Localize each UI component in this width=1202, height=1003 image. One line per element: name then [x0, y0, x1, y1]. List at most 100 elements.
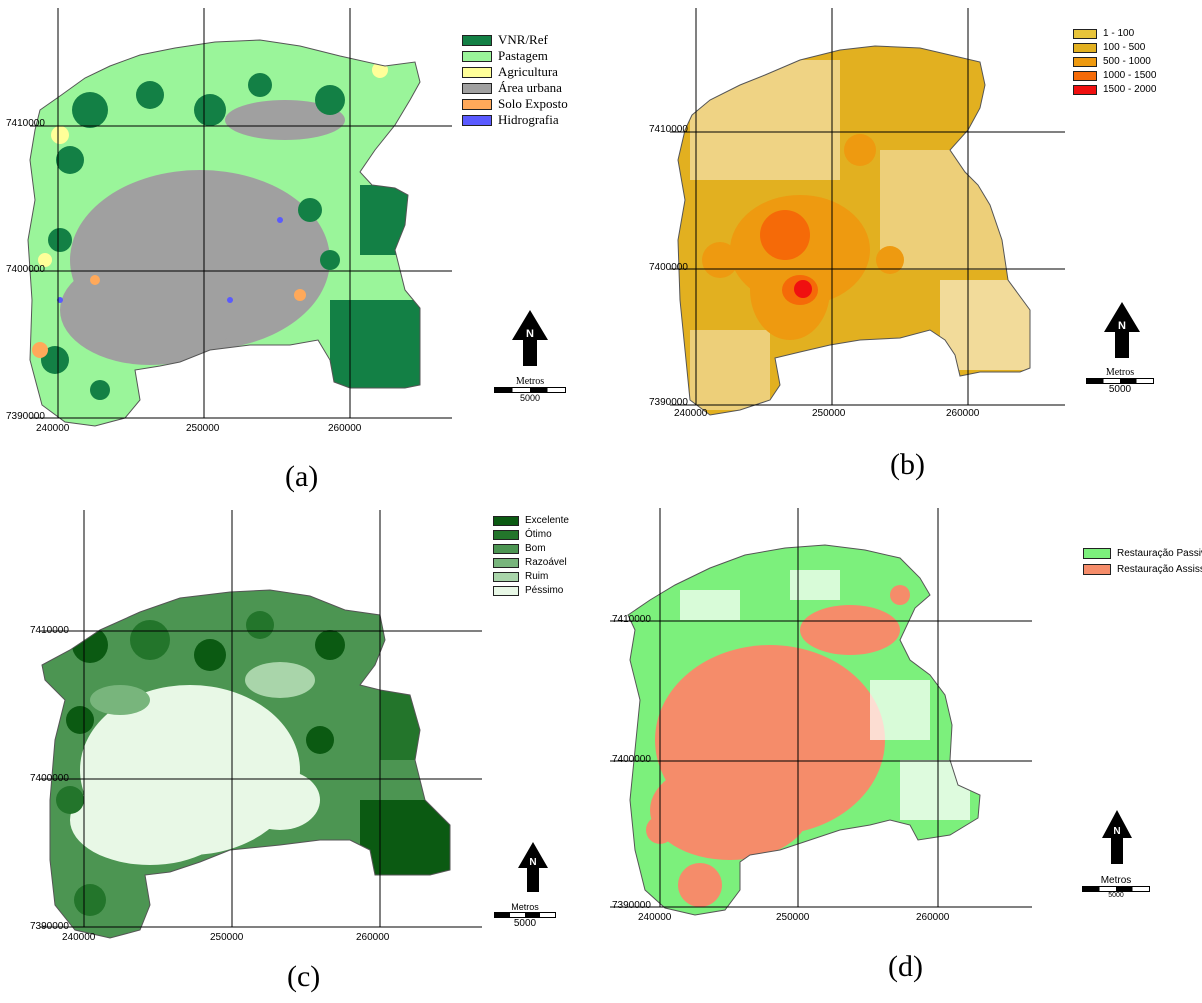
- legend-label: Ótimo: [525, 529, 552, 540]
- legend-item: Bom: [493, 543, 546, 554]
- legend-swatch: [462, 34, 492, 46]
- y-tick-label: 7390000: [649, 397, 688, 408]
- y-tick-label: 7400000: [612, 754, 651, 765]
- scale-value: 5000: [1108, 892, 1124, 899]
- north-arrow-icon: N: [1104, 302, 1140, 358]
- x-tick-label: 240000: [62, 932, 96, 943]
- legend-swatch: [493, 585, 519, 596]
- legend-swatch: [1073, 42, 1097, 53]
- y-tick-label: 7410000: [6, 118, 45, 129]
- legend-swatch: [462, 50, 492, 62]
- legend-swatch: [1083, 548, 1111, 559]
- legend-swatch: [462, 114, 492, 126]
- y-tick-label: 7390000: [30, 921, 69, 932]
- north-label: N: [526, 328, 534, 340]
- north-label: N: [1118, 320, 1126, 332]
- legend-item: Restauração Passiva: [1083, 548, 1202, 559]
- scale-bar-graphic: [1082, 886, 1150, 892]
- legend-item: Péssimo: [493, 585, 563, 596]
- scale-bar-graphic: [494, 912, 556, 918]
- legend-item: Razoável: [493, 557, 567, 568]
- legend-item: Solo Exposto: [462, 96, 568, 112]
- legend-swatch: [462, 98, 492, 110]
- legend-swatch: [493, 543, 519, 554]
- panel-caption: (c): [287, 960, 321, 993]
- panel-caption: (b): [890, 448, 925, 481]
- legend-swatch: [493, 529, 519, 540]
- y-tick-label: 7410000: [649, 124, 688, 135]
- scale-value: 5000: [1108, 384, 1132, 395]
- legend-swatch: [1073, 56, 1097, 67]
- legend-item: 100 - 500: [1073, 42, 1145, 53]
- legend-swatch: [1073, 70, 1097, 81]
- north-arrow-icon: N: [1102, 810, 1132, 864]
- north-arrow-icon: N: [518, 842, 548, 892]
- scale-title: Metros: [1105, 367, 1135, 378]
- panel-caption: (a): [285, 460, 319, 493]
- scale-value: 5000: [519, 393, 541, 403]
- legend-swatch: [1073, 84, 1097, 95]
- suitability-map: [40, 510, 482, 939]
- north-label: N: [529, 857, 536, 868]
- legend-swatch: [493, 515, 519, 526]
- x-tick-label: 240000: [674, 408, 708, 419]
- y-tick-label: 7390000: [612, 900, 651, 911]
- legend-label: Restauração Passiva: [1117, 548, 1202, 559]
- x-tick-label: 260000: [916, 912, 950, 923]
- legend-item: 1000 - 1500: [1073, 70, 1156, 81]
- scale-bar: Metros 5000: [1086, 367, 1154, 395]
- y-tick-label: 7390000: [6, 411, 45, 422]
- x-tick-label: 250000: [776, 912, 810, 923]
- legend-item: VNR/Ref: [462, 32, 548, 48]
- scale-bar: Metros 5000: [494, 376, 566, 403]
- legend-label: Bom: [525, 543, 546, 554]
- panel-caption: (d): [888, 950, 923, 983]
- legend-label: Pastagem: [498, 48, 548, 63]
- legend-item: Hidrografia: [462, 112, 559, 128]
- restoration-map: [610, 508, 1032, 916]
- legend-label: 1000 - 1500: [1103, 70, 1157, 81]
- scale-bar: Metros 5000: [1082, 875, 1150, 899]
- legend-label: Área urbana: [498, 80, 562, 95]
- legend-item: 1 - 100: [1073, 28, 1134, 39]
- panel-c: 7410000 7400000 7390000 240000 250000 26…: [0, 500, 600, 1003]
- y-tick-label: 7410000: [612, 614, 651, 625]
- legend-label: 1 - 100: [1103, 28, 1135, 39]
- legend-item: Restauração Assisstida: [1083, 564, 1202, 575]
- y-tick-label: 7410000: [30, 625, 69, 636]
- legend-item: Ruim: [493, 571, 548, 582]
- scale-title: Metros: [1100, 875, 1132, 886]
- x-tick-label: 250000: [812, 408, 846, 419]
- legend-label: Solo Exposto: [498, 96, 568, 111]
- legend-label: VNR/Ref: [498, 32, 548, 47]
- scale-title: Metros: [511, 902, 539, 912]
- legend-swatch: [493, 557, 519, 568]
- scale-title: Metros: [515, 376, 545, 387]
- legend-label: Péssimo: [525, 585, 564, 596]
- y-tick-label: 7400000: [30, 773, 69, 784]
- legend-item: Área urbana: [462, 80, 562, 96]
- x-tick-label: 240000: [638, 912, 672, 923]
- legend-label: 1500 - 2000: [1103, 84, 1157, 95]
- north-arrow-icon: N: [512, 310, 548, 366]
- legend-label: Hidrografia: [498, 112, 559, 127]
- legend-label: Excelente: [525, 515, 569, 526]
- legend-item: Pastagem: [462, 48, 548, 64]
- panel-b: 7410000 7400000 7390000 240000 250000 26…: [600, 0, 1202, 500]
- legend-label: Restauração Assisstida: [1117, 564, 1202, 575]
- legend-item: 1500 - 2000: [1073, 84, 1156, 95]
- legend-label: Agricultura: [498, 64, 558, 79]
- legend-item: Ótimo: [493, 529, 552, 540]
- panel-d: 7410000 7400000 7390000 240000 250000 26…: [600, 500, 1202, 1003]
- legend-label: Razoável: [525, 557, 567, 568]
- legend-swatch: [1073, 28, 1097, 39]
- scale-bar: Metros 5000: [494, 902, 556, 929]
- x-tick-label: 260000: [328, 423, 362, 434]
- legend-swatch: [462, 82, 492, 94]
- distance-map: [670, 8, 1065, 416]
- scale-bar-graphic: [1086, 378, 1154, 384]
- legend-label: Ruim: [525, 571, 549, 582]
- scale-value: 5000: [513, 918, 537, 929]
- x-tick-label: 260000: [356, 932, 390, 943]
- legend-item: 500 - 1000: [1073, 56, 1151, 67]
